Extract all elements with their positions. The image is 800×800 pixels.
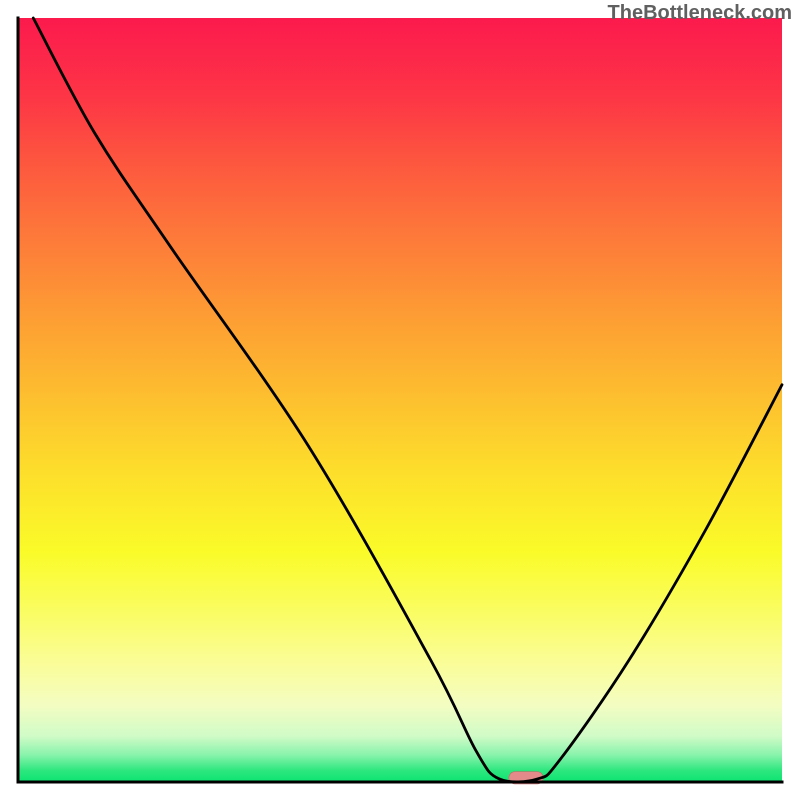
chart-svg: [0, 0, 800, 800]
bottleneck-chart: TheBottleneck.com: [0, 0, 800, 800]
attribution-label: TheBottleneck.com: [608, 2, 792, 25]
gradient-background: [18, 18, 782, 782]
